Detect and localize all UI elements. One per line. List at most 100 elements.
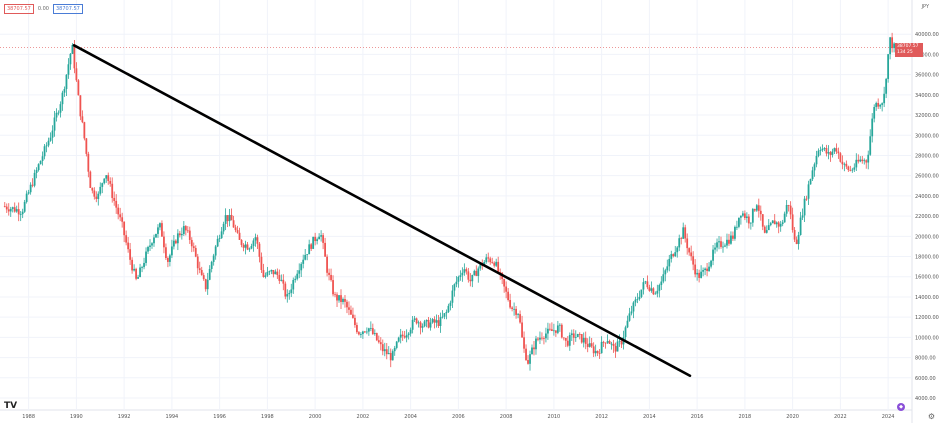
- candle-body: [352, 314, 354, 318]
- y-tick-label: 4000.00: [915, 396, 936, 402]
- candle-body: [612, 343, 615, 347]
- candle-body: [624, 327, 627, 338]
- candle-body: [292, 279, 295, 290]
- candle-body: [531, 347, 533, 355]
- candle-body: [694, 264, 697, 275]
- candle-body: [827, 152, 830, 154]
- candle-body: [564, 337, 567, 341]
- candle-body: [196, 256, 199, 269]
- candle-body: [379, 342, 382, 345]
- candle-body: [598, 353, 601, 354]
- candle-body: [855, 159, 858, 168]
- candle-body: [421, 326, 424, 328]
- candle-body: [11, 207, 14, 209]
- candle-body: [791, 214, 794, 231]
- candle-body: [602, 341, 605, 343]
- candle-body: [761, 214, 764, 227]
- candle-body: [413, 318, 416, 320]
- candle-body: [672, 254, 675, 257]
- candle-body: [781, 222, 784, 225]
- candle-body: [584, 337, 587, 344]
- candle-body: [600, 341, 603, 354]
- candle-body: [644, 281, 647, 283]
- candle-body: [174, 240, 177, 244]
- y-tick-label: 12000.00: [915, 315, 939, 321]
- candle-body: [626, 320, 629, 328]
- candle-body: [801, 215, 804, 218]
- candle-body: [837, 151, 840, 154]
- candle-body: [206, 279, 209, 290]
- x-tick-label: 1998: [261, 414, 274, 420]
- candle-body: [266, 271, 269, 276]
- candle-body: [212, 255, 215, 262]
- candle-body: [244, 244, 247, 248]
- candle-body: [692, 256, 695, 265]
- candle-body: [143, 262, 145, 268]
- x-tick-label: 2014: [643, 414, 656, 420]
- candle-body: [632, 302, 635, 312]
- candle-body: [652, 288, 655, 295]
- candle-body: [399, 334, 402, 338]
- candle-body: [365, 331, 368, 333]
- last-price-tag: 38707.57 134 25: [895, 43, 923, 58]
- trendline[interactable]: [72, 44, 692, 378]
- candle-body: [618, 340, 621, 342]
- candle-body: [93, 190, 96, 197]
- candle-body: [521, 322, 523, 338]
- candle-body: [316, 239, 319, 242]
- candle-body: [250, 246, 253, 249]
- candle-body: [121, 217, 124, 222]
- candle-body: [234, 227, 237, 231]
- candle-body: [682, 227, 685, 239]
- gear-icon[interactable]: ⚙: [927, 412, 935, 421]
- candle-body: [246, 244, 249, 250]
- candle-body: [867, 154, 870, 163]
- y-tick-label: 34000.00: [915, 93, 939, 99]
- candle-body: [371, 328, 374, 334]
- alert-badge-icon[interactable]: ◆: [897, 403, 905, 411]
- candle-body: [700, 271, 703, 278]
- candle-body: [560, 324, 563, 338]
- candle-body: [891, 37, 894, 49]
- y-tick-label: 6000.00: [915, 376, 936, 382]
- candle-body: [268, 271, 271, 273]
- candle-body: [101, 183, 104, 187]
- candle-body: [258, 243, 261, 257]
- candle-body: [184, 226, 187, 231]
- x-tick-label: 2024: [882, 414, 895, 420]
- candle-body: [835, 148, 838, 152]
- y-tick-label: 30000.00: [915, 133, 939, 139]
- candle-body: [449, 302, 452, 306]
- candle-body: [232, 220, 235, 228]
- candle-body: [475, 270, 478, 276]
- y-axis: 4000.00 6000.00 8000.00 10000.00 12000.00 140…: [915, 32, 939, 402]
- sell-button[interactable]: 38707.57: [4, 4, 34, 14]
- candle-body: [383, 349, 386, 352]
- candle-body: [437, 320, 440, 326]
- candle-body: [763, 226, 766, 233]
- candle-body: [547, 328, 549, 334]
- candle-body: [286, 294, 289, 297]
- candle-body: [401, 334, 404, 337]
- candle-body: [165, 247, 167, 259]
- candle-body: [95, 196, 98, 199]
- candle-body: [680, 238, 683, 239]
- candle-body: [738, 217, 740, 227]
- candle-body: [793, 230, 796, 240]
- candle-body: [129, 249, 132, 260]
- candle-body: [310, 244, 313, 249]
- candle-body: [395, 341, 398, 348]
- candle-body: [594, 350, 597, 354]
- candle-body: [119, 214, 122, 218]
- candle-body: [592, 346, 595, 354]
- buy-button[interactable]: 38707.57: [53, 4, 83, 14]
- candle-body: [785, 205, 788, 214]
- candle-body: [447, 305, 450, 312]
- candle-body: [857, 159, 860, 162]
- candle-body: [883, 93, 886, 104]
- x-tick-label: 1992: [118, 414, 131, 420]
- candle-body: [863, 160, 866, 162]
- x-tick-label: 1996: [213, 414, 226, 420]
- candle-body: [441, 316, 444, 318]
